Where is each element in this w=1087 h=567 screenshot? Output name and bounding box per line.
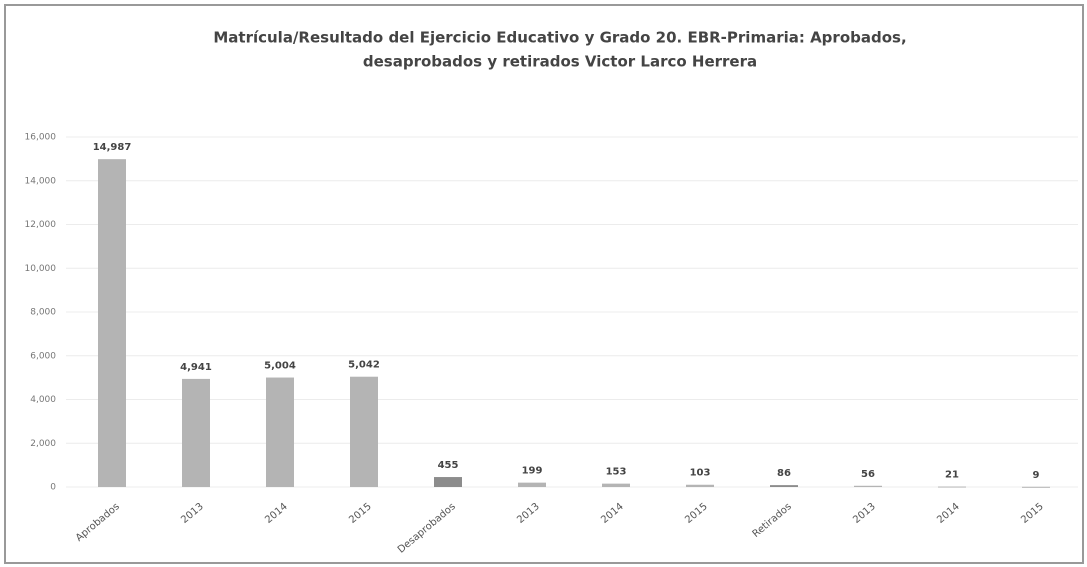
data-label: 86 bbox=[777, 468, 791, 479]
bar bbox=[350, 376, 378, 487]
bar bbox=[854, 485, 882, 487]
bar bbox=[98, 159, 126, 488]
y-tick-label: 8,000 bbox=[30, 308, 56, 318]
bar bbox=[518, 482, 546, 487]
data-label: 199 bbox=[522, 466, 543, 477]
y-tick-label: 4,000 bbox=[30, 395, 56, 405]
y-tick-label: 14,000 bbox=[25, 176, 57, 186]
data-label: 21 bbox=[945, 470, 959, 481]
chart-title: desaprobados y retirados Victor Larco He… bbox=[363, 53, 757, 71]
data-label: 103 bbox=[690, 468, 711, 479]
bar bbox=[770, 485, 798, 487]
y-tick-label: 0 bbox=[50, 483, 56, 493]
chart-title: Matrícula/Resultado del Ejercicio Educat… bbox=[213, 29, 906, 47]
bar bbox=[434, 477, 462, 487]
bar bbox=[1022, 486, 1050, 488]
data-label: 153 bbox=[606, 467, 627, 478]
y-tick-label: 10,000 bbox=[25, 264, 57, 274]
data-label: 56 bbox=[861, 469, 875, 480]
data-label: 14,987 bbox=[93, 142, 132, 153]
bar bbox=[602, 483, 630, 487]
bar bbox=[938, 486, 966, 488]
data-label: 5,042 bbox=[348, 360, 380, 371]
y-tick-label: 16,000 bbox=[25, 133, 57, 143]
data-label: 9 bbox=[1033, 470, 1040, 481]
bar bbox=[686, 484, 714, 487]
data-label: 455 bbox=[438, 460, 459, 471]
data-label: 5,004 bbox=[264, 361, 296, 372]
y-tick-label: 6,000 bbox=[30, 351, 56, 361]
bar bbox=[182, 378, 210, 487]
y-tick-label: 12,000 bbox=[25, 220, 57, 230]
bar bbox=[266, 377, 294, 487]
data-label: 4,941 bbox=[180, 362, 212, 373]
y-tick-label: 2,000 bbox=[30, 439, 56, 449]
chart-frame bbox=[4, 4, 1084, 564]
